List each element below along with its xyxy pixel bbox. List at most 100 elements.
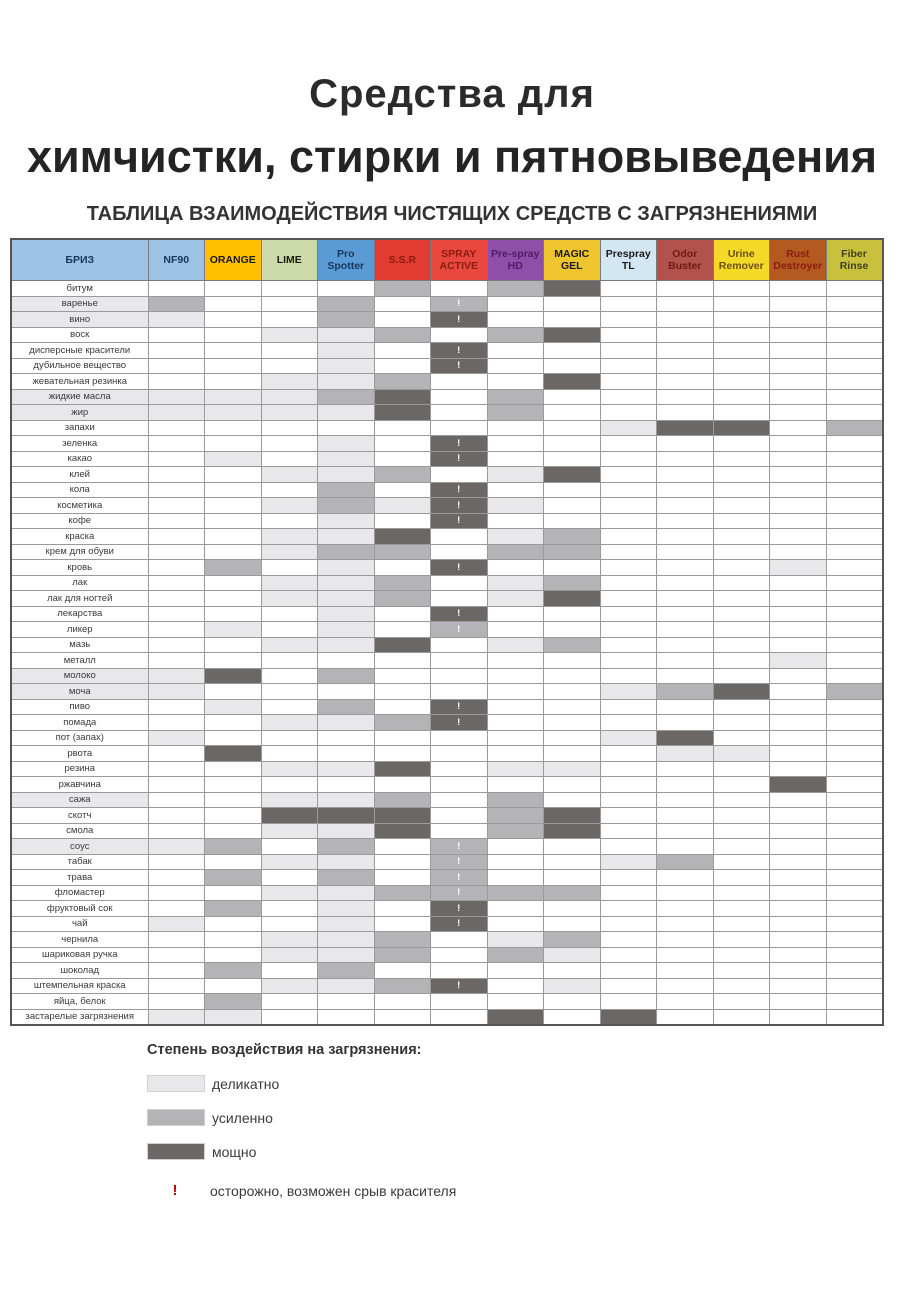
cell [825,993,883,1010]
cell: ! [430,559,488,576]
cell [543,450,601,467]
cell [373,900,431,917]
cell [147,605,205,622]
cell [712,373,770,390]
cell [260,1008,318,1026]
cell [373,791,431,808]
cell [656,760,714,777]
cell [204,900,262,917]
cell [430,776,488,793]
cell [543,915,601,932]
table-row: яйца, белок [10,993,883,1010]
cell [486,574,544,591]
cell [769,760,827,777]
cell [260,698,318,715]
row-label: лак для ногтей [10,590,149,607]
row-label: жидкие масла [10,388,149,405]
cell [543,295,601,312]
column-header: Fiber Rinse [825,238,883,281]
cell [656,776,714,793]
cell [825,311,883,328]
cell [204,652,262,669]
cell [656,466,714,483]
cell [599,574,657,591]
table-row: смола [10,822,883,839]
cell [147,636,205,653]
cell [430,962,488,979]
cell [486,373,544,390]
cell [543,729,601,746]
cell [317,404,375,421]
cell [373,1008,431,1026]
cell [317,559,375,576]
cell [430,667,488,684]
cell [147,512,205,529]
cell [260,962,318,979]
cell [486,311,544,328]
cell [204,962,262,979]
cell [373,404,431,421]
cell [204,869,262,886]
cell [656,900,714,917]
cell [543,838,601,855]
cell [769,342,827,359]
table-row: ржавчина [10,776,883,793]
cell [260,357,318,374]
cell [430,1008,488,1026]
cell [147,466,205,483]
cell [825,450,883,467]
table-row: кровь! [10,559,883,576]
cell [260,900,318,917]
cell [204,373,262,390]
cell [769,435,827,452]
cell [825,326,883,343]
cell [260,388,318,405]
column-header: SPRAY ACTIVE [430,238,488,281]
row-label: воск [10,326,149,343]
cell [712,280,770,297]
cell [769,776,827,793]
cell [769,574,827,591]
cell [373,419,431,436]
cell [373,311,431,328]
legend-swatch [147,1143,205,1160]
cell [373,838,431,855]
cell [769,621,827,638]
cell [260,311,318,328]
cell [147,543,205,560]
cell [204,450,262,467]
cell [825,807,883,824]
cell [317,388,375,405]
cell [712,822,770,839]
row-label: кола [10,481,149,498]
cell [147,915,205,932]
cell [204,419,262,436]
cell [317,450,375,467]
cell [769,853,827,870]
cell [204,745,262,762]
table-row: соус! [10,838,883,855]
row-label: клей [10,466,149,483]
cell [543,683,601,700]
cell [769,884,827,901]
cell [656,574,714,591]
cell [769,683,827,700]
cell [712,853,770,870]
table-row: какао! [10,450,883,467]
cell [486,605,544,622]
cell [543,869,601,886]
row-label: шариковая ручка [10,946,149,963]
cell [543,528,601,545]
interaction-table: БРИЗ NF90 ORANGE LIME Pro Spotter S.S.R SPRAY … [10,238,884,1026]
legend-item-label: деликатно [212,1075,280,1092]
cell [486,791,544,808]
cell [147,683,205,700]
cell [769,745,827,762]
cell [769,512,827,529]
cell [317,590,375,607]
cell [769,652,827,669]
cell [656,822,714,839]
cell [543,776,601,793]
table-row: воск [10,326,883,343]
cell: ! [430,450,488,467]
